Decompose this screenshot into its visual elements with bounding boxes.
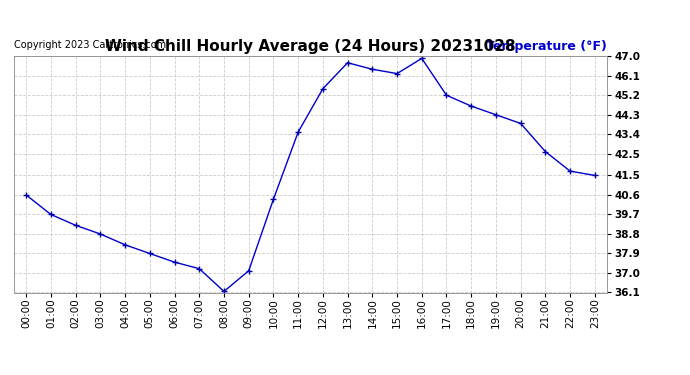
Title: Wind Chill Hourly Average (24 Hours) 20231028: Wind Chill Hourly Average (24 Hours) 202… <box>105 39 516 54</box>
Text: Temperature (°F): Temperature (°F) <box>486 40 607 53</box>
Text: Copyright 2023 Cartronics.com: Copyright 2023 Cartronics.com <box>14 40 166 50</box>
